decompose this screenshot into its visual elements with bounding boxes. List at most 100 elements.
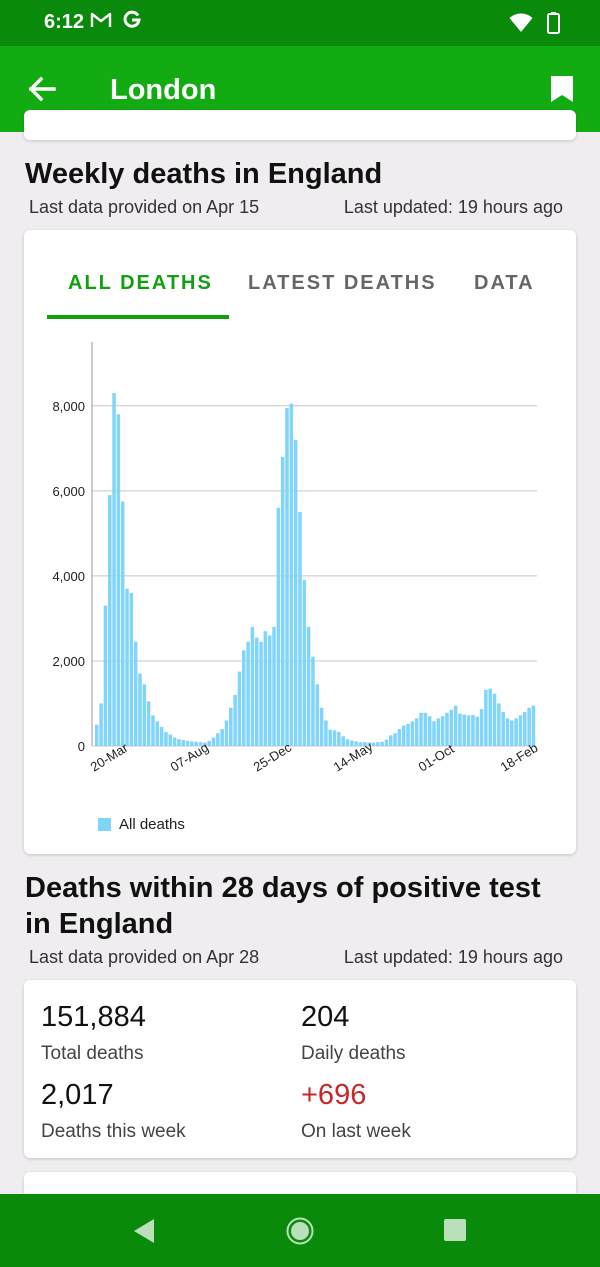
previous-card — [24, 110, 576, 140]
bar — [436, 718, 441, 746]
bar — [220, 728, 224, 746]
bar — [142, 684, 147, 746]
bar — [376, 742, 380, 746]
bar — [233, 694, 237, 746]
bar — [280, 456, 285, 746]
gmail-icon — [90, 12, 112, 27]
positive-test-title-line1: Deaths within 28 days of positive test — [25, 872, 541, 904]
google-icon — [123, 10, 141, 28]
bar — [397, 728, 402, 746]
bar — [177, 739, 181, 746]
bar — [272, 626, 276, 746]
weekly-last-updated: Last updated: 19 hours ago — [343, 197, 563, 217]
nav-home-icon[interactable] — [285, 1216, 315, 1246]
bar — [337, 731, 341, 746]
bar — [259, 641, 263, 746]
bar — [116, 414, 121, 746]
y-tick-label: 2,000 — [52, 654, 85, 669]
bar — [285, 407, 289, 746]
nav-recents-icon[interactable] — [443, 1218, 467, 1242]
bar — [449, 709, 454, 746]
legend-label: All deaths — [119, 816, 185, 833]
bar — [350, 740, 354, 746]
nav-back-icon[interactable] — [132, 1218, 156, 1244]
bar — [194, 741, 198, 746]
weekly-change-value: +696 — [301, 1079, 367, 1111]
bar — [384, 739, 389, 746]
bar — [306, 626, 311, 746]
bar — [289, 403, 294, 746]
bar — [475, 716, 479, 746]
bar — [207, 740, 211, 746]
bar — [168, 734, 173, 746]
bar — [393, 733, 397, 746]
bar — [471, 714, 475, 746]
tab-latest-deaths[interactable]: LATEST DEATHS — [248, 272, 437, 294]
bar — [328, 729, 332, 746]
system-nav-bar — [0, 1194, 600, 1267]
bar — [319, 707, 324, 746]
wifi-icon — [509, 13, 533, 32]
tab-data[interactable]: DATA — [474, 272, 535, 294]
bar — [190, 741, 194, 746]
bar — [501, 711, 505, 746]
bar — [363, 742, 367, 746]
bar — [250, 626, 255, 746]
battery-icon — [547, 12, 560, 34]
bar — [527, 707, 531, 746]
bar — [159, 726, 164, 746]
bar — [332, 730, 337, 746]
bar — [341, 736, 345, 746]
bar — [146, 701, 151, 746]
weekly-data-provided: Last data provided on Apr 15 — [29, 197, 260, 217]
total-deaths-value: 151,884 — [41, 1001, 146, 1033]
chart-legend: All deaths — [98, 816, 185, 833]
bar — [345, 739, 350, 746]
bar — [311, 656, 315, 746]
bookmark-icon[interactable] — [550, 75, 574, 103]
bar — [267, 635, 272, 746]
bar — [133, 641, 138, 746]
bar — [293, 439, 298, 746]
bar — [445, 712, 449, 746]
bar — [427, 716, 432, 746]
bar — [497, 703, 501, 746]
bar — [324, 720, 328, 746]
bar — [518, 715, 523, 746]
positive-last-updated: Last updated: 19 hours ago — [343, 947, 563, 967]
bar — [414, 718, 419, 746]
tab-all-deaths[interactable]: ALL DEATHS — [68, 272, 213, 294]
bar — [514, 718, 518, 746]
bar — [155, 721, 160, 746]
bar — [125, 588, 129, 746]
bar — [367, 742, 371, 746]
bar — [185, 740, 190, 746]
bar — [198, 742, 203, 746]
bar — [466, 715, 471, 746]
bar — [479, 709, 484, 746]
bar — [406, 723, 410, 746]
bar — [389, 735, 393, 746]
legend-swatch — [98, 818, 111, 831]
y-tick-label: 4,000 — [52, 569, 85, 584]
bar — [453, 705, 458, 746]
bar — [462, 714, 467, 746]
bar — [315, 684, 320, 746]
bar — [120, 501, 125, 746]
bar — [523, 711, 527, 746]
bar — [354, 741, 358, 746]
bar — [423, 712, 428, 746]
bar — [129, 592, 134, 746]
weekly-change-label: On last week — [301, 1121, 411, 1142]
page-title: London — [110, 74, 217, 106]
bar — [95, 724, 99, 746]
active-tab-indicator — [47, 315, 229, 319]
bar — [216, 733, 220, 746]
bar — [358, 742, 363, 746]
back-arrow-icon[interactable] — [24, 71, 60, 107]
bar — [211, 737, 216, 746]
bar — [151, 715, 155, 746]
bar — [263, 631, 268, 746]
bar — [229, 707, 233, 746]
